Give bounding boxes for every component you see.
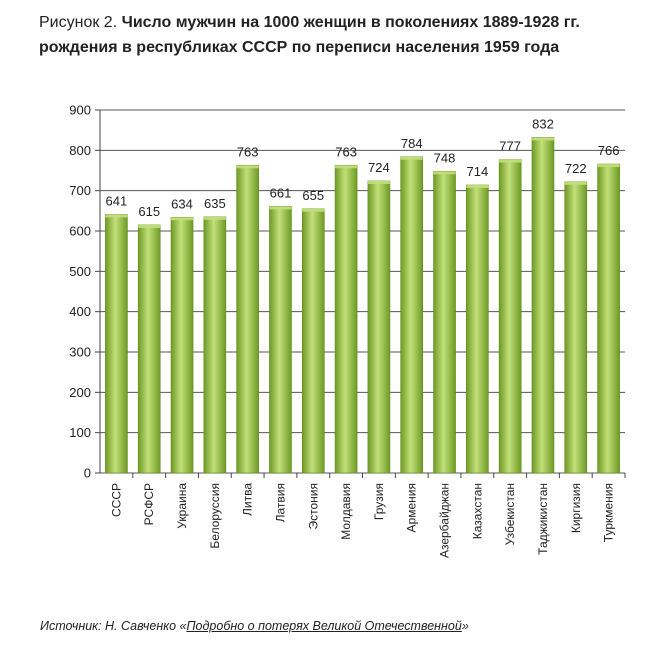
data-label: 724: [368, 160, 390, 175]
bar-top: [367, 180, 390, 184]
y-tick-label: 600: [69, 224, 91, 239]
caption-title-line1: Число мужчин на 1000 женщин в поколениях…: [121, 14, 580, 31]
bar-top: [105, 214, 128, 218]
caption-lead: Рисунок 2.: [39, 14, 122, 31]
data-label: 634: [171, 196, 193, 211]
bar: [301, 208, 325, 474]
bar: [367, 180, 391, 474]
bar-top: [171, 217, 194, 221]
bar: [498, 159, 522, 474]
bar-top: [400, 156, 423, 160]
data-label: 763: [237, 144, 259, 159]
bar-top: [597, 164, 620, 168]
y-axis-ticks: 0 100 200 300 400 500 600 700 800 900: [69, 103, 91, 481]
x-tick-label: Таджикистан: [536, 483, 550, 555]
bar-top: [269, 206, 292, 210]
x-tick-label: Азербайджан: [438, 483, 452, 558]
bar-top: [564, 181, 587, 185]
x-tick-label: Казахстан: [470, 483, 484, 539]
bar-top: [499, 159, 522, 163]
source-prefix: Источник: Н. Савченко «: [40, 619, 187, 633]
bar-top: [138, 224, 161, 228]
y-tick-label: 800: [69, 143, 91, 158]
data-label: 748: [434, 150, 456, 165]
x-tick-label: Киргизия: [569, 483, 583, 533]
bar: [466, 184, 489, 474]
x-tick-label: Эстония: [306, 483, 320, 530]
x-tick-label: Туркмения: [602, 483, 616, 542]
source-suffix: »: [461, 619, 469, 633]
y-tick-label: 200: [69, 385, 91, 400]
y-tick-label: 300: [69, 345, 91, 360]
data-label: 661: [270, 185, 292, 200]
bar: [105, 214, 128, 474]
x-axis-ticks: СССР РСФСР Украина Белоруссия Литва Латвия Эст…: [109, 473, 626, 558]
x-tick-label: Грузия: [372, 483, 386, 520]
data-label: 777: [499, 139, 521, 154]
x-tick-label: РСФСР: [142, 483, 156, 525]
data-label: 832: [532, 116, 554, 131]
bar: [269, 206, 292, 474]
figure-caption: Рисунок 2. Число мужчин на 1000 женщин в…: [39, 10, 639, 60]
bar-top: [302, 208, 325, 212]
data-label: 784: [401, 136, 423, 151]
y-tick-label: 400: [69, 304, 91, 319]
bars: [105, 137, 620, 474]
y-tick-label: 700: [69, 183, 91, 198]
data-label: 641: [106, 193, 128, 208]
bar: [170, 216, 194, 474]
data-label: 635: [204, 196, 226, 211]
bar: [433, 171, 456, 474]
x-tick-label: Литва: [241, 483, 255, 516]
data-label: 615: [138, 204, 160, 219]
data-label: 655: [302, 188, 324, 203]
x-tick-label: Латвия: [273, 483, 287, 522]
x-tick-label: Белоруссия: [208, 483, 222, 549]
bar-top: [236, 165, 259, 169]
x-tick-label: Молдавия: [339, 483, 353, 540]
bar-top: [203, 216, 226, 220]
bar-top: [531, 137, 554, 141]
bar-chart: 0 100 200 300 400 500 600 700 800 900 СССР РСФСР Ук…: [69, 103, 626, 558]
data-label: 763: [335, 144, 357, 159]
bar: [203, 216, 227, 474]
caption-title-line2: рождения в республиках СССР по переписи …: [39, 39, 560, 56]
bar-top: [433, 171, 456, 175]
bar: [137, 224, 161, 474]
source-link[interactable]: Подробно о потерях Великой Отечественной: [186, 619, 462, 633]
data-label: 722: [565, 161, 587, 176]
x-tick-label: Узбекистан: [503, 483, 517, 545]
bar-top: [335, 165, 358, 169]
y-tick-label: 100: [69, 425, 91, 440]
x-tick-label: Украина: [175, 483, 189, 529]
bar: [564, 181, 588, 474]
x-tick-label: СССР: [109, 483, 123, 517]
bar: [531, 137, 555, 474]
y-tick-label: 500: [69, 264, 91, 279]
bar: [334, 164, 358, 474]
data-labels: 641 615 634 635 763 661 655 763 724 784 748 714 777 8…: [106, 116, 620, 219]
y-tick-label: 900: [69, 103, 91, 118]
source-note: Источник: Н. Савченко «Подробно о потеря…: [40, 619, 469, 633]
bar: [597, 163, 620, 474]
bar: [400, 156, 424, 474]
data-label: 766: [598, 143, 620, 158]
bar: [236, 164, 259, 474]
data-label: 714: [466, 164, 488, 179]
x-tick-label: Армения: [405, 483, 419, 532]
bar-top: [466, 185, 489, 189]
y-tick-label: 0: [84, 466, 91, 481]
